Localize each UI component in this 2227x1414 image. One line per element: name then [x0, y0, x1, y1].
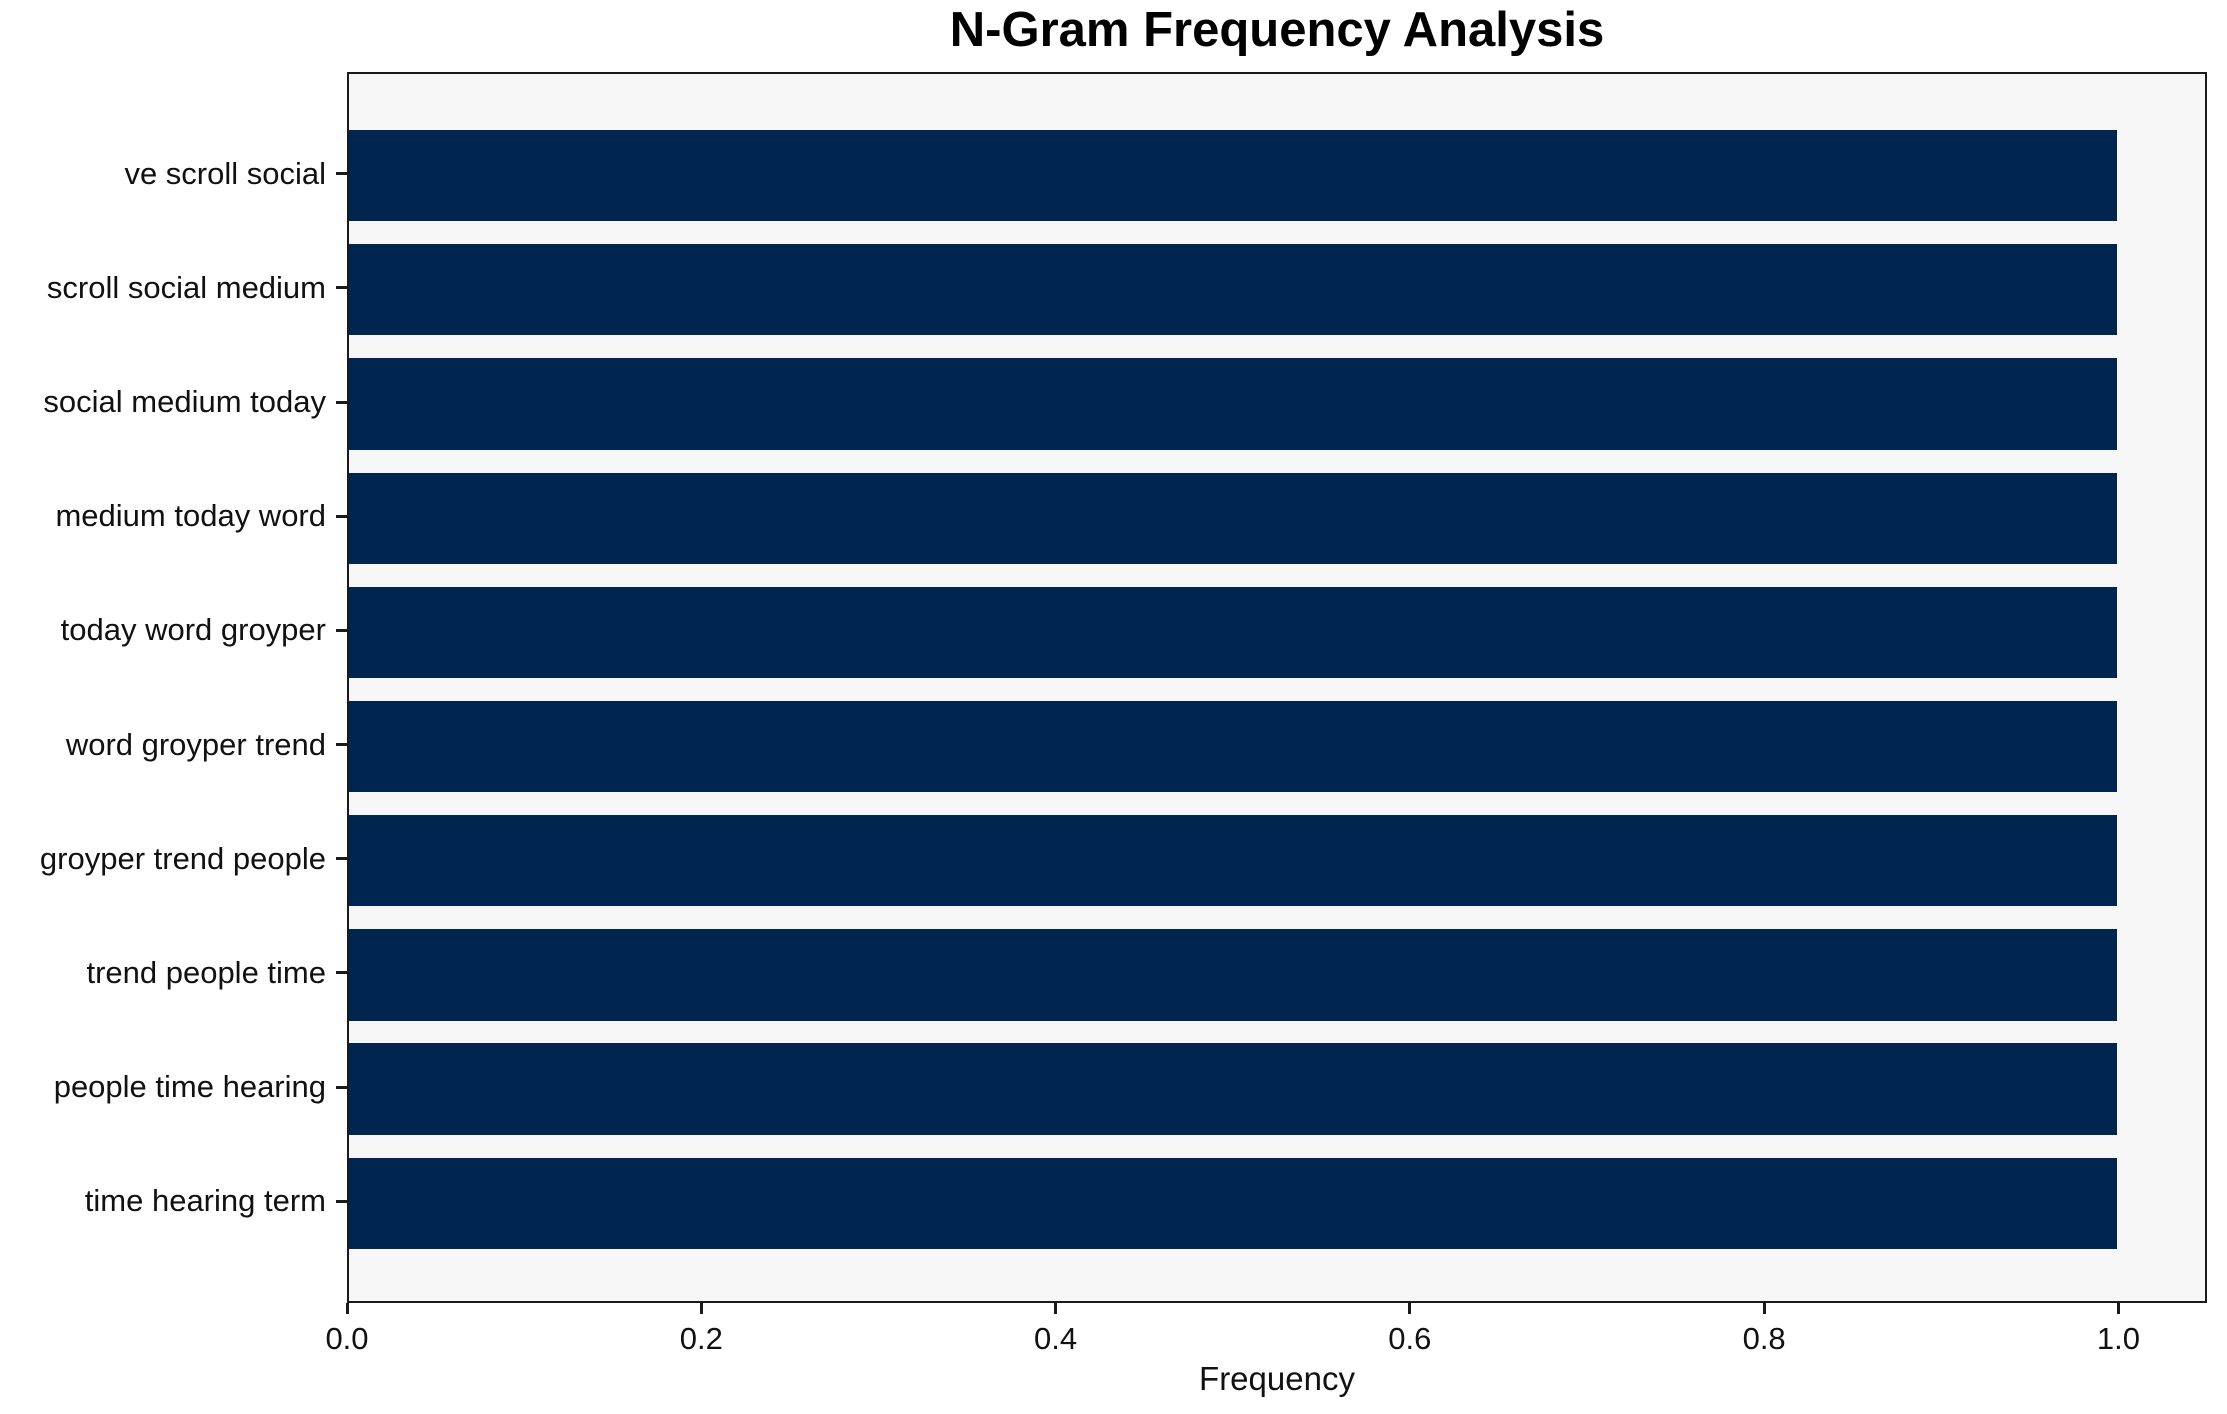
y-tick-mark — [336, 743, 347, 747]
x-tick-label: 0.2 — [679, 1321, 723, 1356]
y-tick-mark — [336, 1085, 347, 1089]
y-tick-mark — [336, 971, 347, 975]
y-tick-mark — [336, 286, 347, 290]
y-tick-label: groyper trend people — [39, 840, 326, 876]
x-tick-label: 0.4 — [1034, 1321, 1078, 1356]
bar — [349, 129, 2117, 222]
bar — [349, 244, 2117, 336]
x-tick-label: 1.0 — [2096, 1321, 2140, 1356]
bar — [349, 1157, 2117, 1250]
bar — [349, 586, 2117, 679]
y-tick-mark — [336, 1199, 347, 1203]
bar — [349, 700, 2117, 793]
bar — [349, 358, 2117, 450]
y-tick-mark — [336, 172, 347, 176]
x-tick-label: 0.8 — [1742, 1321, 1786, 1356]
y-tick-label: word groyper trend — [65, 726, 326, 762]
x-axis-label: Frequency — [1199, 1360, 1355, 1397]
y-tick-mark — [336, 857, 347, 861]
x-tick-mark — [1054, 1303, 1058, 1314]
y-tick-label: ve scroll social — [124, 155, 326, 191]
bar — [349, 1043, 2117, 1135]
bar — [349, 815, 2117, 907]
x-tick-mark — [1762, 1303, 1766, 1314]
y-tick-label: trend people time — [86, 954, 326, 990]
x-tick-mark — [345, 1303, 349, 1314]
y-tick-label: medium today word — [55, 498, 326, 534]
y-tick-label: scroll social medium — [46, 269, 326, 305]
bar — [349, 929, 2117, 1021]
y-tick-label: today word groyper — [60, 612, 326, 648]
chart-title: N-Gram Frequency Analysis — [949, 3, 1605, 57]
y-tick-mark — [336, 514, 347, 518]
bar — [349, 472, 2117, 564]
x-tick-label: 0.6 — [1388, 1321, 1432, 1356]
plot-area — [347, 72, 2207, 1303]
x-tick-mark — [699, 1303, 703, 1314]
y-tick-mark — [336, 628, 347, 632]
y-tick-label: time hearing term — [84, 1183, 326, 1219]
y-tick-mark — [336, 400, 347, 404]
y-tick-label: people time hearing — [53, 1069, 326, 1105]
y-tick-label: social medium today — [43, 384, 326, 420]
x-tick-mark — [2116, 1303, 2120, 1314]
x-tick-mark — [1408, 1303, 1412, 1314]
x-tick-label: 0.0 — [325, 1321, 369, 1356]
